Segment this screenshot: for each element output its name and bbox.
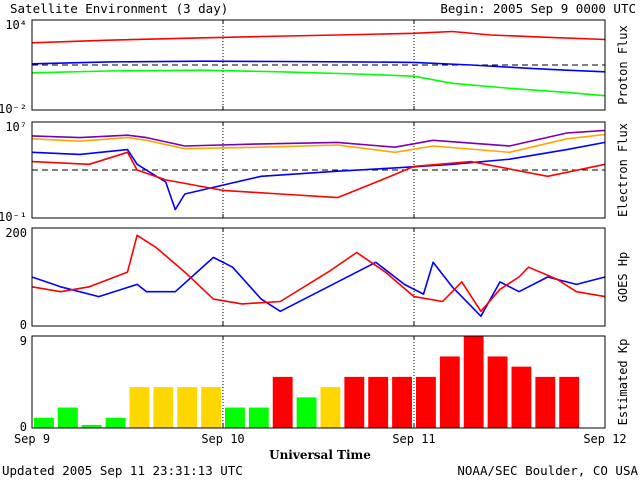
kp-bar [344, 376, 365, 428]
goes-hp-ytick-bottom: 0 [20, 318, 27, 332]
kp-bar [296, 397, 317, 428]
kp-bar [416, 376, 436, 428]
credit-text: NOAA/SEC Boulder, CO USA [457, 463, 638, 478]
kp-bar [487, 356, 508, 428]
x-tick-label: Sep 12 [583, 432, 626, 446]
chart-title: Satellite Environment (3 day) [10, 1, 228, 16]
electron-flux-series-3-line [31, 141, 606, 211]
electron-flux-series-4-line [31, 151, 606, 199]
kp-bar [320, 387, 341, 428]
kp-bar [34, 417, 54, 428]
electron-flux-series-2-line [31, 133, 606, 154]
electron-flux-panel-frame [31, 121, 606, 219]
kp-bar [248, 407, 269, 428]
kp-bar [511, 366, 532, 428]
kp-bar [272, 376, 293, 428]
updated-timestamp: Updated 2005 Sep 11 23:31:13 UTC [2, 463, 243, 478]
proton-flux-ytick-top: 10⁴ [5, 18, 27, 32]
x-tick-label: Sep 9 [14, 432, 50, 446]
goes-hp-axis-label: GOES Hp [616, 252, 630, 303]
estimated-kp-panel-frame [31, 335, 606, 429]
goes-hp-panel-frame [31, 227, 606, 327]
kp-bar [129, 387, 150, 428]
proton-flux-series-1-line [31, 30, 606, 44]
kp-bar [81, 424, 102, 428]
proton-flux-series-2-line [31, 60, 606, 73]
estimated-kp-ytick-top: 9 [20, 334, 27, 348]
x-tick-label: Sep 10 [201, 432, 244, 446]
proton-flux-ytick-bottom: 10⁻² [0, 102, 27, 116]
kp-bar [392, 376, 412, 428]
x-tick-label: Sep 11 [392, 432, 435, 446]
kp-bar [535, 376, 556, 428]
proton-flux-panel-frame [31, 19, 606, 111]
kp-bar [439, 356, 460, 428]
kp-bar [368, 376, 389, 428]
goes-hp-series-1-line [31, 256, 606, 318]
begin-timestamp: Begin: 2005 Sep 9 0000 UTC [440, 1, 636, 16]
proton-flux-axis-label: Proton Flux [616, 25, 630, 104]
estimated-kp-axis-label: Estimated Kp [616, 339, 630, 426]
kp-bar [225, 407, 245, 428]
electron-flux-series-1-line [31, 129, 606, 148]
proton-flux-series-3-line [31, 69, 606, 97]
kp-bar [463, 336, 484, 428]
goes-hp-ytick-top: 200 [5, 226, 27, 240]
kp-bar [201, 387, 221, 428]
x-axis-label: Universal Time [269, 448, 371, 462]
electron-flux-ytick-bottom: 10⁻¹ [0, 210, 27, 224]
kp-bar [105, 417, 126, 428]
electron-flux-ytick-top: 10⁷ [5, 120, 27, 134]
kp-bar [177, 387, 198, 428]
goes-hp-series-2-line [31, 234, 606, 313]
kp-bar [57, 407, 78, 428]
kp-bar [153, 387, 174, 428]
estimated-kp-ytick-bottom: 0 [20, 420, 27, 434]
kp-bar [559, 376, 580, 428]
electron-flux-axis-label: Electron Flux [616, 123, 630, 217]
